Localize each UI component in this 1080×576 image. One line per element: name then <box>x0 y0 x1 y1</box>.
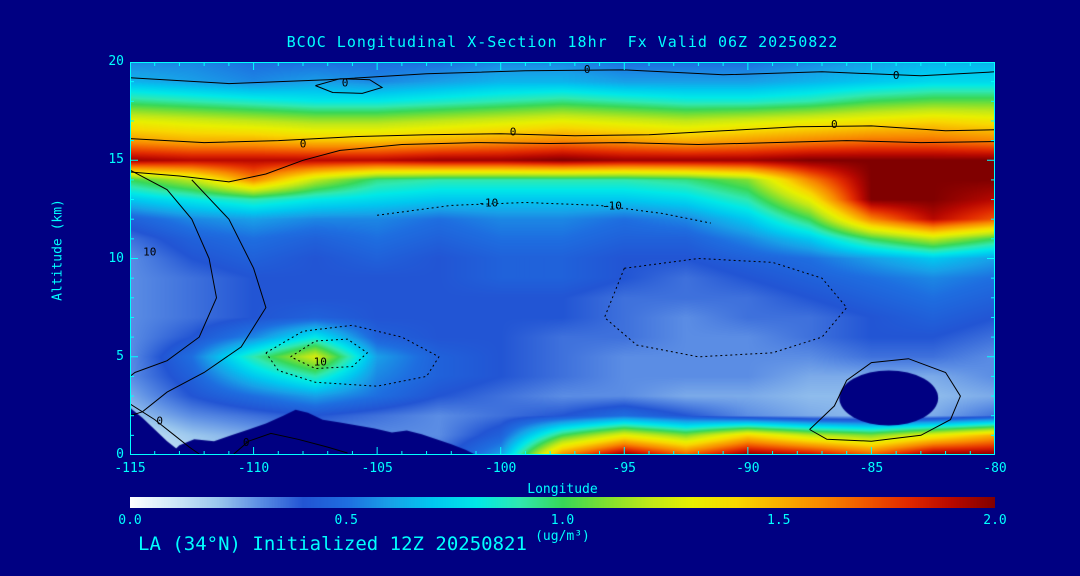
colorbar-units-label: (ug/m³) <box>535 529 590 544</box>
x-tick-label: -115 <box>114 461 146 476</box>
y-tick-label: 10 <box>108 250 124 266</box>
x-tick-label: -110 <box>237 461 270 476</box>
colorbar-tick-label: 2.0 <box>983 513 1007 528</box>
colorbar-tick-label: 1.0 <box>550 513 575 528</box>
colorbar <box>130 497 995 508</box>
y-tick-label: 0 <box>116 447 124 462</box>
y-tick-label: 5 <box>116 348 124 364</box>
colorbar-tick-label: 1.5 <box>767 513 791 528</box>
y-tick-label: 15 <box>108 152 124 168</box>
colorbar-tick-label: 0.0 <box>118 513 142 528</box>
y-tick-label: 20 <box>108 54 124 69</box>
x-tick-label: -80 <box>983 461 1007 476</box>
x-tick-label: -85 <box>859 461 884 476</box>
init-caption: LA (34°N) Initialized 12Z 20250821 <box>138 533 527 555</box>
x-tick-label: -105 <box>361 461 393 476</box>
chart-title: BCOC Longitudinal X-Section 18hr Fx Vali… <box>286 33 839 51</box>
plot-area: 0 0 0 0 0 0 10 -10 -10 10 0 0 <box>130 62 995 455</box>
x-tick-label: -100 <box>485 461 517 476</box>
x-axis-label: Longitude <box>527 482 598 497</box>
x-tick-label: -95 <box>612 461 637 476</box>
heatmap-canvas <box>130 62 995 455</box>
y-axis-label: Altitude (km) <box>50 199 66 301</box>
colorbar-tick-label: 0.5 <box>334 513 358 528</box>
x-tick-label: -90 <box>736 461 760 476</box>
